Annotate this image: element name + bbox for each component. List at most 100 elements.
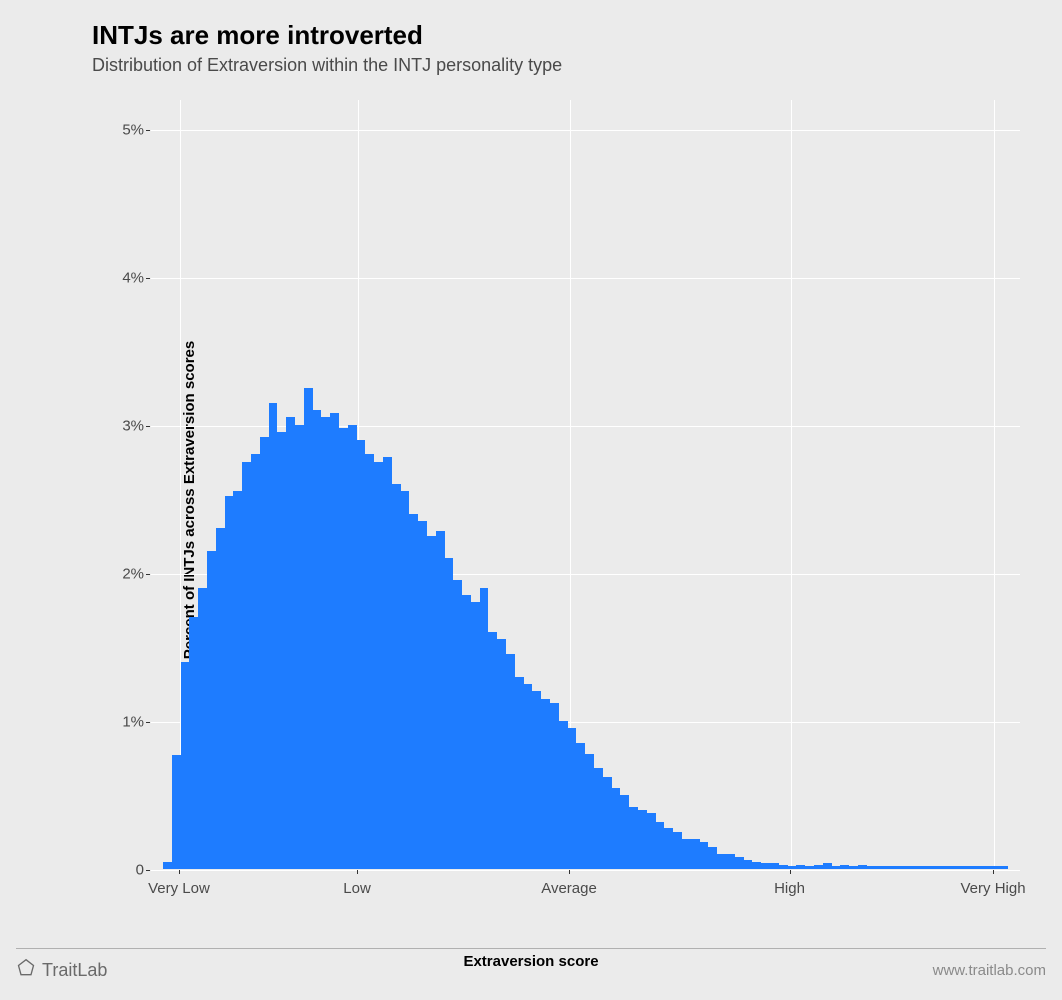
y-tick-label: 3% — [110, 417, 144, 434]
histogram-bar — [594, 768, 603, 869]
histogram-bar — [990, 866, 999, 869]
x-tick-label: Average — [541, 880, 597, 897]
histogram-bar — [480, 588, 489, 869]
histogram-bar — [805, 866, 814, 869]
histogram-bar — [893, 866, 902, 869]
histogram-bar — [462, 595, 471, 869]
y-tick-label: 4% — [110, 269, 144, 286]
histogram-bar — [295, 425, 304, 869]
histogram-bar — [682, 839, 691, 869]
histogram-bar — [823, 863, 832, 869]
histogram-bar — [691, 839, 700, 869]
histogram-bar — [357, 440, 366, 869]
histogram-bar — [392, 484, 401, 869]
histogram-bar — [576, 743, 585, 869]
histogram-bar — [409, 514, 418, 869]
footer: TraitLab www.traitlab.com — [16, 948, 1046, 984]
histogram-bar — [612, 788, 621, 869]
histogram-bar — [726, 854, 735, 869]
x-tick-mark — [790, 870, 791, 874]
histogram-bar — [928, 866, 937, 869]
histogram-bar — [172, 755, 181, 869]
histogram-bar — [638, 810, 647, 869]
histogram-bar — [717, 854, 726, 869]
histogram-bar — [198, 588, 207, 869]
histogram-bar — [524, 684, 533, 869]
histogram-bar — [251, 454, 260, 869]
histogram-bar — [840, 865, 849, 869]
histogram-bar — [559, 721, 568, 869]
histogram-bar — [348, 425, 357, 869]
x-tick-mark — [179, 870, 180, 874]
histogram-bar — [445, 558, 454, 869]
histogram-bar — [770, 863, 779, 869]
histogram-bar — [216, 528, 225, 869]
histogram-bar — [515, 677, 524, 870]
histogram-bar — [418, 521, 427, 869]
y-tick-label: 2% — [110, 565, 144, 582]
x-tick-mark — [357, 870, 358, 874]
y-tick-label: 1% — [110, 713, 144, 730]
histogram-bar — [453, 580, 462, 869]
plot-area — [150, 100, 1020, 870]
x-tick-mark — [993, 870, 994, 874]
grid-line-horizontal — [151, 870, 1020, 871]
histogram-bar — [427, 536, 436, 869]
y-tick-mark — [146, 574, 150, 575]
histogram-bar — [735, 857, 744, 869]
histogram-bar — [568, 728, 577, 869]
histogram-bar — [436, 531, 445, 869]
histogram-bar — [752, 862, 761, 869]
y-tick-label: 5% — [110, 121, 144, 138]
histogram-bar — [700, 842, 709, 869]
histogram-bar — [541, 699, 550, 869]
histogram-bar — [999, 866, 1008, 869]
histogram-bar — [761, 863, 770, 869]
y-tick-mark — [146, 130, 150, 131]
site-url: www.traitlab.com — [933, 962, 1046, 979]
histogram-bar — [365, 454, 374, 869]
histogram-bar — [269, 403, 278, 869]
y-tick-mark — [146, 426, 150, 427]
histogram-bar — [163, 862, 172, 869]
histogram-bar — [242, 462, 251, 869]
histogram-bar — [708, 847, 717, 869]
histogram-bar — [506, 654, 515, 869]
y-tick-label: 0 — [110, 862, 144, 879]
y-tick-mark — [146, 870, 150, 871]
histogram-bar — [225, 496, 234, 869]
y-tick-mark — [146, 278, 150, 279]
histogram-bar — [876, 866, 885, 869]
histogram-bar — [339, 428, 348, 869]
brand-name: TraitLab — [42, 960, 107, 981]
histogram-bar — [673, 832, 682, 869]
histogram-bar — [488, 632, 497, 869]
histogram-bar — [233, 491, 242, 869]
histogram-bar — [383, 457, 392, 869]
chart-title: INTJs are more introverted — [92, 20, 1062, 51]
histogram-bar — [532, 691, 541, 869]
histogram-bar — [937, 866, 946, 869]
histogram-bar — [946, 866, 955, 869]
histogram-bar — [884, 866, 893, 869]
x-tick-mark — [569, 870, 570, 874]
x-tick-label: High — [774, 880, 805, 897]
histogram-bar — [858, 865, 867, 869]
histogram-bar — [920, 866, 929, 869]
histogram-bar — [981, 866, 990, 869]
title-block: INTJs are more introverted Distribution … — [0, 0, 1062, 76]
brand-logo-icon — [16, 958, 36, 983]
histogram-bar — [647, 813, 656, 869]
histogram-bar — [321, 417, 330, 869]
histogram-bar — [260, 437, 269, 869]
histogram-bar — [779, 865, 788, 869]
brand: TraitLab — [16, 958, 107, 983]
histogram-bar — [471, 602, 480, 869]
histogram-bar — [788, 866, 797, 869]
histogram-bar — [330, 413, 339, 869]
y-tick-mark — [146, 722, 150, 723]
histogram-bar — [955, 866, 964, 869]
histogram-bar — [401, 491, 410, 869]
histogram-bar — [585, 754, 594, 870]
x-tick-label: Very Low — [148, 880, 210, 897]
